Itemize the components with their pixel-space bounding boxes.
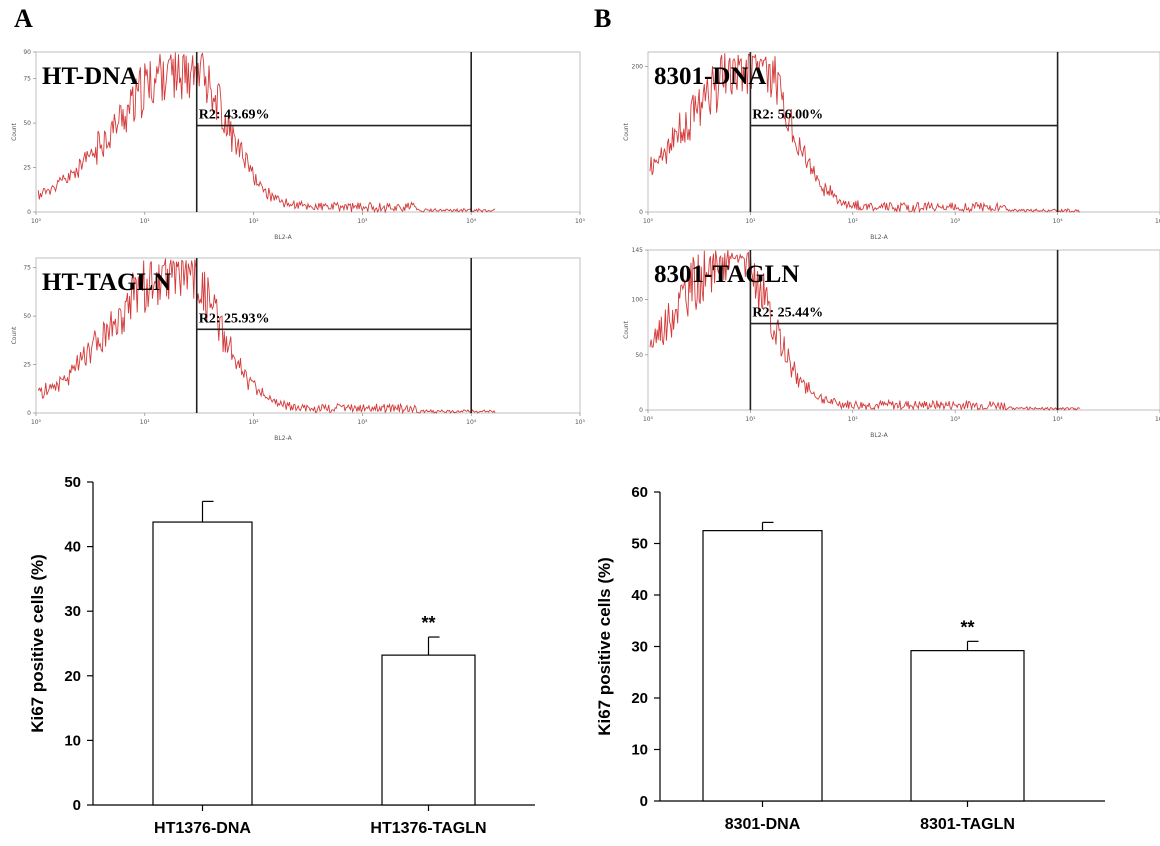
hist-3-ytick-label: 0 [639,209,643,216]
hist-1-xtick-label: 10⁰ [31,218,42,225]
hist-2-xtick-label: 10³ [357,419,368,426]
hist-4-title: 8301-TAGLN [654,261,799,288]
barchart-2-category-label: 8301-TAGLN [920,816,1015,833]
hist-2-xtick-label: 10² [249,419,260,426]
barchart-1-category-label: HT1376-DNA [154,820,251,837]
hist-1-ytick-label: 50 [23,120,31,127]
hist-1-ytick-label: 0 [27,209,31,216]
hist-4-xtick-label: 10⁰ [643,416,654,423]
hist-2-ytick-label: 25 [23,362,31,369]
hist-3-xaxis-label: BL2-A [870,234,888,241]
hist-3-xtick-label: 10⁰ [643,218,654,225]
barchart-2-ytick-label: 10 [631,742,648,759]
hist-4-gate-label: R2: 25.44% [752,306,823,321]
hist-2-xtick-label: 10⁰ [31,419,42,426]
hist-3-title: 8301-DNA [654,63,767,90]
hist-2-title: HT-TAGLN [42,269,171,296]
hist-2-frame [35,257,581,414]
hist-4-xtick-label: 10⁴ [1053,416,1064,423]
hist-1-xtick-label: 10⁵ [575,218,586,225]
panel-letter-a: A [14,4,33,33]
panel-letter-b: B [594,4,612,33]
hist-2-ytick-label: 0 [27,410,31,417]
barchart-1-ytick-label: 30 [64,603,81,620]
hist-3-xtick-label: 10¹ [745,218,756,225]
barchart-2-bar [910,650,1025,802]
hist-1-xaxis-label: BL2-A [274,234,292,241]
hist-2-xtick-label: 10⁵ [575,419,586,426]
barchart-2-ytick-label: 30 [631,639,648,656]
hist-1-xtick-label: 10² [249,218,260,225]
hist-3-xtick-label: 10⁴ [1053,218,1064,225]
hist-3-xtick-label: 10⁵ [1155,218,1160,225]
barchart-2-ytick-label: 50 [631,536,648,553]
hist-4-ytick-label: 100 [632,297,644,304]
hist-4-xtick-label: 10⁵ [1155,416,1160,423]
barchart-2-ytick-label: 0 [640,793,648,810]
hist-4-xaxis-label: BL2-A [870,432,888,439]
hist-1-ytick-label: 25 [23,165,31,172]
hist-4-frame [647,249,1160,411]
barchart-1-bar [152,521,253,806]
barchart-1-ytick-label: 40 [64,539,81,556]
barchart-2-ytick-label: 40 [631,587,648,604]
hist-2-gate-label: R2: 25.93% [199,311,270,326]
hist-4-ytick-label: 0 [639,407,643,414]
barchart-1-ylabel: Ki67 positive cells (%) [28,554,47,733]
hist-2-xtick-label: 10⁴ [466,419,477,426]
hist-1-frame [35,51,581,213]
hist-1-gate-label: R2: 43.69% [199,108,270,123]
barchart-1-bar [381,654,476,806]
barchart-1-ytick-label: 20 [64,668,81,685]
barchart-1-ytick-label: 0 [73,797,81,814]
hist-1-count-label: Count [11,122,18,140]
hist-2-ytick-label: 50 [23,313,31,320]
hist-2-count-label: Count [11,326,18,344]
hist-2-histogram-curve [37,258,496,415]
hist-4-xtick-label: 10² [848,416,859,423]
hist-3-xtick-label: 10³ [950,218,961,225]
barchart-2-significance-label: ** [960,617,974,637]
hist-4-histogram-curve [649,250,1081,411]
hist-1-histogram-curve [37,52,496,214]
barchart-1-ytick-label: 50 [64,474,81,491]
hist-1-ytick-label: 90 [23,49,31,56]
hist-3-gate-label: R2: 56.00% [752,108,823,123]
hist-1-ytick-label: 75 [23,76,31,83]
hist-1-xtick-label: 10⁴ [466,218,477,225]
hist-1-xtick-label: 10³ [357,218,368,225]
hist-1-title: HT-DNA [42,63,138,90]
hist-4-xtick-label: 10³ [950,416,961,423]
hist-2-xaxis-label: BL2-A [274,435,292,442]
barchart-2-ytick-label: 60 [631,484,648,501]
barchart-2-ytick-label: 20 [631,690,648,707]
barchart-2-bar [702,530,823,802]
hist-3-count-label: Count [623,122,630,140]
hist-4-xtick-label: 10¹ [745,416,756,423]
barchart-1-category-label: HT1376-TAGLN [370,820,486,837]
hist-1-xtick-label: 10¹ [140,218,151,225]
hist-4-ytick-label: 50 [635,352,643,359]
barchart-2-ylabel: Ki67 positive cells (%) [595,557,614,736]
hist-3-ytick-label: 200 [632,64,644,71]
barchart-1-significance-label: ** [421,613,435,633]
hist-3-frame [647,51,1160,213]
barchart-2-category-label: 8301-DNA [725,816,801,833]
hist-3-histogram-curve [649,53,1081,214]
hist-2-xtick-label: 10¹ [140,419,151,426]
hist-3-xtick-label: 10² [848,218,859,225]
hist-4-count-label: Count [623,320,630,338]
hist-4-ytick-label: 145 [632,247,644,254]
hist-2-ytick-label: 75 [23,265,31,272]
barchart-1-ytick-label: 10 [64,732,81,749]
